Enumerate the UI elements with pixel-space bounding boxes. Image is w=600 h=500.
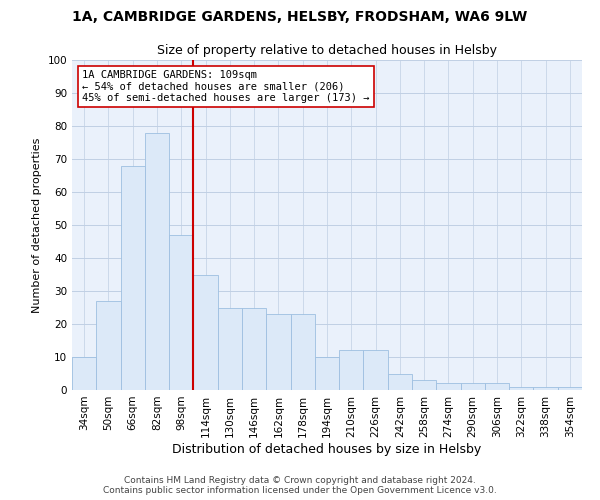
- Y-axis label: Number of detached properties: Number of detached properties: [32, 138, 42, 312]
- Bar: [364, 350, 388, 390]
- Bar: [339, 350, 364, 390]
- Text: Contains HM Land Registry data © Crown copyright and database right 2024.
Contai: Contains HM Land Registry data © Crown c…: [103, 476, 497, 495]
- Bar: [558, 386, 582, 390]
- Text: 1A CAMBRIDGE GARDENS: 109sqm
← 54% of detached houses are smaller (206)
45% of s: 1A CAMBRIDGE GARDENS: 109sqm ← 54% of de…: [82, 70, 370, 103]
- Text: 1A, CAMBRIDGE GARDENS, HELSBY, FRODSHAM, WA6 9LW: 1A, CAMBRIDGE GARDENS, HELSBY, FRODSHAM,…: [73, 10, 527, 24]
- Bar: [121, 166, 145, 390]
- Bar: [533, 386, 558, 390]
- Bar: [169, 235, 193, 390]
- Title: Size of property relative to detached houses in Helsby: Size of property relative to detached ho…: [157, 44, 497, 58]
- Bar: [509, 386, 533, 390]
- Bar: [412, 380, 436, 390]
- Bar: [315, 357, 339, 390]
- Bar: [218, 308, 242, 390]
- Bar: [193, 274, 218, 390]
- Bar: [72, 357, 96, 390]
- Bar: [461, 384, 485, 390]
- Bar: [290, 314, 315, 390]
- Bar: [242, 308, 266, 390]
- X-axis label: Distribution of detached houses by size in Helsby: Distribution of detached houses by size …: [172, 442, 482, 456]
- Bar: [436, 384, 461, 390]
- Bar: [388, 374, 412, 390]
- Bar: [266, 314, 290, 390]
- Bar: [145, 132, 169, 390]
- Bar: [485, 384, 509, 390]
- Bar: [96, 301, 121, 390]
